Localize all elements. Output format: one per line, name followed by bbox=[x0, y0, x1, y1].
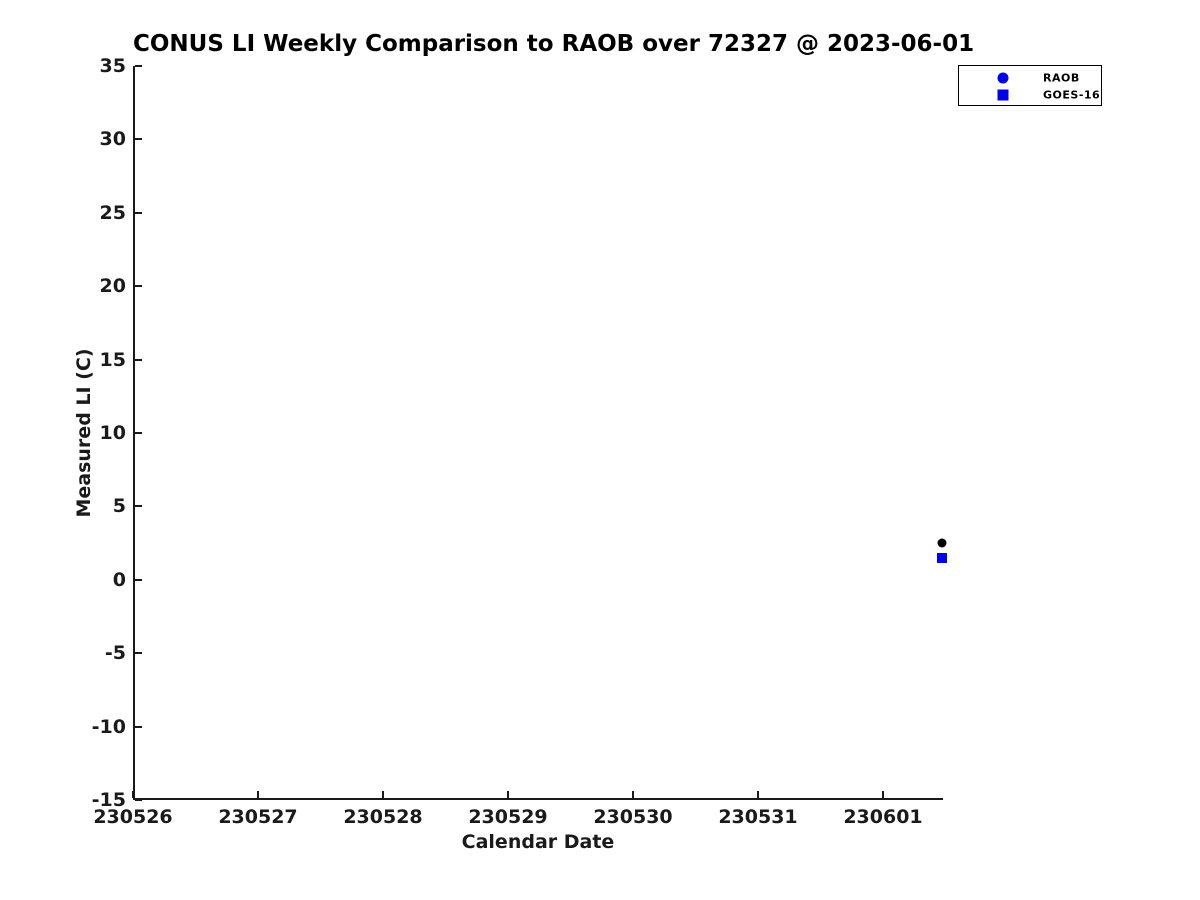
legend-label-raob: RAOB bbox=[1043, 71, 1080, 84]
data-point-goes-16 bbox=[936, 552, 947, 563]
y-tick-label: 30 bbox=[99, 128, 126, 151]
raob-legend-marker-icon bbox=[997, 72, 1009, 83]
x-tick-mark bbox=[257, 791, 259, 798]
y-tick-mark bbox=[135, 138, 142, 141]
plot-area bbox=[133, 66, 943, 800]
y-tick-label: 5 bbox=[112, 495, 126, 518]
x-tick-label: 230526 bbox=[93, 806, 173, 828]
x-tick-mark bbox=[757, 791, 759, 798]
x-tick-mark bbox=[882, 791, 884, 798]
y-tick-mark bbox=[135, 358, 142, 361]
x-tick-mark bbox=[507, 791, 509, 798]
x-tick-label: 230530 bbox=[593, 806, 673, 828]
y-tick-label: -15 bbox=[91, 789, 126, 811]
x-tick-mark bbox=[382, 791, 384, 798]
x-tick-mark bbox=[632, 791, 634, 798]
y-tick-label: 35 bbox=[99, 55, 126, 77]
x-tick-label: 230601 bbox=[843, 806, 923, 828]
y-tick-mark bbox=[135, 652, 142, 655]
y-tick-label: -10 bbox=[91, 715, 126, 738]
x-tick-label: 230531 bbox=[718, 806, 798, 828]
goes-16-legend-marker-icon bbox=[997, 89, 1009, 100]
chart-title: CONUS LI Weekly Comparison to RAOB over … bbox=[133, 31, 975, 57]
y-tick-mark bbox=[135, 725, 142, 728]
data-point-raob bbox=[937, 538, 947, 548]
y-tick-mark bbox=[135, 211, 142, 214]
y-axis-title: Measured LI (C) bbox=[73, 348, 95, 518]
y-tick-mark bbox=[135, 65, 142, 67]
x-tick-mark bbox=[132, 791, 134, 798]
legend-row-goes-16: GOES-16 bbox=[959, 86, 1101, 103]
y-tick-label: 25 bbox=[99, 201, 126, 224]
x-tick-label: 230528 bbox=[343, 806, 423, 828]
y-tick-mark bbox=[135, 505, 142, 508]
y-tick-mark bbox=[135, 285, 142, 288]
legend-label-goes-16: GOES-16 bbox=[1043, 88, 1101, 101]
y-tick-label: 15 bbox=[99, 348, 126, 371]
x-tick-label: 230529 bbox=[468, 806, 548, 828]
x-axis-title: Calendar Date bbox=[461, 831, 615, 853]
y-tick-mark bbox=[135, 799, 142, 801]
y-tick-label: 20 bbox=[99, 275, 126, 298]
y-tick-label: 10 bbox=[99, 422, 126, 444]
legend: RAOB GOES-16 bbox=[958, 65, 1102, 106]
y-tick-mark bbox=[135, 432, 142, 434]
y-tick-label: 0 bbox=[112, 568, 126, 591]
y-tick-mark bbox=[135, 578, 142, 581]
legend-row-raob: RAOB bbox=[959, 69, 1101, 86]
y-tick-label: -5 bbox=[104, 642, 126, 665]
x-tick-label: 230527 bbox=[218, 806, 298, 828]
